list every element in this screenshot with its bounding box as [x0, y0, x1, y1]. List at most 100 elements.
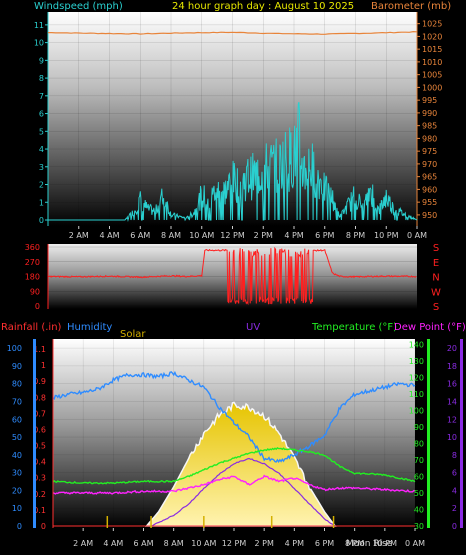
dir-letter: S — [433, 243, 439, 254]
wind-tick-label: 10 — [34, 39, 44, 48]
temp-tick-label: 90 — [414, 423, 424, 432]
baro-tick-label: 970 — [422, 160, 437, 169]
rain-tick-label: 0.9 — [33, 377, 46, 386]
baro-axis-title: Barometer (mb) — [371, 1, 451, 12]
x-tick-label: 2 AM — [69, 231, 89, 240]
dir-tick-label: 360 — [25, 243, 40, 252]
temp-tick-label: 50 — [414, 489, 424, 498]
baro-tick-label: 990 — [422, 109, 437, 118]
temp-axis-ticks: 30 40 50 60 70 80 90 100 110 120 130 140 — [409, 340, 424, 531]
wind-tick-label: 0 — [39, 216, 44, 225]
legend-solar: Solar — [120, 329, 146, 340]
dir-letter: E — [433, 258, 439, 269]
x-tick-label: 8 AM — [164, 539, 184, 548]
uv-tick-label: 8 — [452, 451, 457, 460]
uv-axis-bar — [460, 339, 463, 528]
legend-temp: Temperature (°F) — [311, 322, 397, 333]
baro-tick-label: 1015 — [422, 45, 442, 54]
baro-tick-label: 960 — [422, 185, 437, 194]
x-tick-label: 2 PM — [254, 539, 273, 548]
humidity-axis-ticks: 0 10 20 30 40 50 60 70 80 90 100 — [7, 344, 22, 531]
x-tick-label: 10 AM — [189, 231, 214, 240]
wind-tick-label: 6 — [39, 110, 44, 119]
legend-uv: UV — [246, 322, 260, 333]
wind-series-line — [48, 102, 418, 222]
baro-tick-label: 955 — [422, 198, 437, 207]
baro-tick-label: 1000 — [422, 83, 442, 92]
x-axis-ticks-top: 2 AM 4 AM 6 AM 8 AM 10 AM 12 PM 2 PM 4 PM 6 PM 8 … — [69, 226, 427, 240]
x-tick-label: 0 AM — [405, 539, 425, 548]
wind-tick-label: 7 — [39, 92, 44, 101]
baro-tick-label: 1005 — [422, 71, 442, 80]
humidity-series-line — [52, 370, 416, 463]
x-tick-label: 6 AM — [133, 539, 153, 548]
x-tick-label: 10 PM — [374, 231, 399, 240]
humidity-tick-label: 80 — [12, 380, 22, 389]
dir-series-line — [47, 246, 417, 306]
x-axis-ticks-bottom: 2 AM 4 AM 6 AM 8 AM 10 AM 12 PM 2 PM 4 PM 6 PM 8 … — [73, 528, 425, 548]
dir-tick-label: 270 — [25, 258, 40, 267]
humidity-tick-label: 90 — [12, 362, 22, 371]
x-tick-label: 4 PM — [284, 231, 303, 240]
baro-tick-label: 980 — [422, 134, 437, 143]
x-tick-label: 8 AM — [161, 231, 181, 240]
humidity-tick-label: 100 — [7, 344, 22, 353]
wind-tick-label: 5 — [39, 127, 44, 136]
baro-tick-label: 995 — [422, 96, 437, 105]
humidity-tick-label: 20 — [12, 486, 22, 495]
uv-tick-label: 4 — [452, 486, 457, 495]
x-tick-label: 4 PM — [285, 539, 304, 548]
graph-title: 24 hour graph day : August 10 2025 — [172, 1, 354, 12]
humidity-axis-bar — [33, 339, 36, 528]
temp-tick-label: 130 — [409, 357, 424, 366]
rain-tick-label: 0.2 — [33, 490, 46, 499]
baro-axis-ticks: 950 955 960 965 970 975 980 985 990 995 1000 1005 10… — [416, 12, 442, 226]
humidity-tick-label: 30 — [12, 469, 22, 478]
rain-tick-label: 0.7 — [33, 409, 46, 418]
baro-tick-label: 1010 — [422, 58, 442, 67]
dir-tick-label: 180 — [25, 273, 40, 282]
dir-letter: S — [433, 302, 439, 313]
wind-axis-title: Windspeed (mph) — [34, 1, 123, 12]
humidity-tick-label: 0 — [17, 522, 22, 531]
x-tick-label: 4 AM — [99, 231, 119, 240]
uv-tick-label: 12 — [447, 415, 457, 424]
x-tick-label: 0 AM — [407, 231, 427, 240]
x-tick-label: 10 PM — [373, 539, 398, 548]
x-tick-label: 8 PM — [345, 539, 364, 548]
rain-axis-ticks: 0 0.1 0.2 0.3 0.4 0.5 0.6 0.7 0.8 0.9 1 1.1 — [33, 339, 54, 531]
temp-tick-label: 140 — [409, 340, 424, 349]
x-tick-label: 12 PM — [220, 231, 245, 240]
rain-tick-label: 1.1 — [33, 345, 46, 354]
wind-tick-label: 8 — [39, 74, 44, 83]
legend-rain: Rainfall (.in) — [1, 322, 62, 333]
wind-tick-label: 9 — [39, 56, 44, 65]
uv-tick-label: 6 — [452, 469, 457, 478]
x-tick-label: 12 PM — [222, 539, 247, 548]
baro-tick-label: 1025 — [422, 20, 442, 29]
temp-tick-label: 60 — [414, 472, 424, 481]
temp-tick-label: 70 — [414, 456, 424, 465]
temp-tick-label: 110 — [409, 390, 424, 399]
rain-tick-label: 0.6 — [33, 425, 46, 434]
baro-tick-label: 975 — [422, 147, 437, 156]
dir-tick-label: 0 — [35, 302, 40, 311]
temp-tick-label: 30 — [414, 522, 424, 531]
x-tick-label: 4 AM — [103, 539, 123, 548]
rain-tick-label: 1 — [41, 361, 46, 370]
wind-tick-label: 2 — [39, 181, 44, 190]
humidity-tick-label: 50 — [12, 433, 22, 442]
x-tick-label: 6 PM — [315, 539, 334, 548]
baro-series-line — [48, 30, 418, 35]
x-tick-label: 2 PM — [254, 231, 273, 240]
humidity-tick-label: 10 — [12, 504, 22, 513]
uv-axis-ticks: 0 2 4 6 8 10 12 14 16 18 20 — [447, 344, 457, 531]
dir-letter: N — [432, 273, 439, 284]
x-tick-label: 6 AM — [130, 231, 150, 240]
rain-tick-label: 0 — [41, 522, 46, 531]
